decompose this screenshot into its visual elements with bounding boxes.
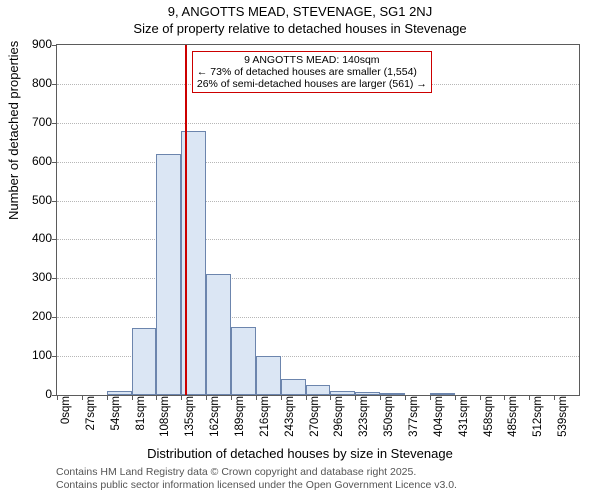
x-tick-label: 27sqm	[85, 396, 97, 442]
x-tick-mark	[405, 395, 406, 400]
x-tick-mark	[281, 395, 282, 400]
x-tick-label: 270sqm	[309, 396, 321, 442]
x-tick-mark	[455, 395, 456, 400]
x-tick-mark	[57, 395, 58, 400]
histogram-bar	[156, 154, 181, 395]
y-tick-label: 0	[12, 387, 52, 401]
histogram-bar	[330, 391, 355, 395]
x-tick-mark	[231, 395, 232, 400]
y-tick-mark	[52, 239, 57, 240]
y-tick-mark	[52, 123, 57, 124]
x-tick-label: 54sqm	[110, 396, 122, 442]
histogram-bar	[206, 274, 231, 395]
x-tick-mark	[380, 395, 381, 400]
x-tick-mark	[256, 395, 257, 400]
x-tick-mark	[480, 395, 481, 400]
histogram-bar	[107, 391, 132, 395]
gridline	[57, 317, 579, 318]
histogram-chart: 9, ANGOTTS MEAD, STEVENAGE, SG1 2NJ Size…	[0, 0, 600, 500]
y-tick-label: 300	[12, 270, 52, 284]
chart-title-sub: Size of property relative to detached ho…	[0, 21, 600, 36]
y-tick-mark	[52, 84, 57, 85]
x-tick-mark	[306, 395, 307, 400]
histogram-bar	[281, 379, 306, 395]
histogram-bar	[430, 393, 455, 395]
annotation-line-1: 9 ANGOTTS MEAD: 140sqm	[197, 54, 427, 66]
y-tick-label: 400	[12, 231, 52, 245]
y-tick-mark	[52, 45, 57, 46]
y-tick-label: 700	[12, 115, 52, 129]
x-tick-mark	[107, 395, 108, 400]
y-tick-mark	[52, 162, 57, 163]
y-tick-label: 100	[12, 348, 52, 362]
attribution-line-1: Contains HM Land Registry data © Crown c…	[56, 466, 416, 478]
gridline	[57, 201, 579, 202]
x-tick-label: 539sqm	[557, 396, 569, 442]
x-tick-label: 81sqm	[135, 396, 147, 442]
y-tick-mark	[52, 278, 57, 279]
x-tick-label: 296sqm	[333, 396, 345, 442]
y-tick-label: 200	[12, 309, 52, 323]
x-tick-mark	[132, 395, 133, 400]
annotation-line-3: 26% of semi-detached houses are larger (…	[197, 78, 427, 90]
histogram-bar	[355, 392, 380, 395]
chart-title-main: 9, ANGOTTS MEAD, STEVENAGE, SG1 2NJ	[0, 4, 600, 19]
x-tick-label: 404sqm	[433, 396, 445, 442]
x-tick-mark	[529, 395, 530, 400]
x-tick-label: 512sqm	[532, 396, 544, 442]
y-tick-label: 600	[12, 154, 52, 168]
x-tick-mark	[554, 395, 555, 400]
histogram-bar	[380, 393, 405, 395]
histogram-bar	[132, 328, 157, 395]
x-tick-mark	[355, 395, 356, 400]
x-tick-mark	[181, 395, 182, 400]
x-tick-label: 216sqm	[259, 396, 271, 442]
x-tick-label: 243sqm	[284, 396, 296, 442]
annotation-box: 9 ANGOTTS MEAD: 140sqm← 73% of detached …	[192, 51, 432, 93]
x-tick-label: 189sqm	[234, 396, 246, 442]
y-tick-mark	[52, 201, 57, 202]
x-tick-label: 350sqm	[383, 396, 395, 442]
histogram-bar	[256, 356, 281, 395]
gridline	[57, 239, 579, 240]
gridline	[57, 162, 579, 163]
gridline	[57, 123, 579, 124]
x-tick-label: 485sqm	[507, 396, 519, 442]
y-tick-label: 800	[12, 76, 52, 90]
x-axis-label: Distribution of detached houses by size …	[0, 446, 600, 461]
x-tick-mark	[504, 395, 505, 400]
x-tick-label: 0sqm	[60, 396, 72, 442]
marker-line	[185, 45, 187, 395]
x-tick-mark	[330, 395, 331, 400]
y-tick-label: 500	[12, 193, 52, 207]
annotation-line-2: ← 73% of detached houses are smaller (1,…	[197, 66, 427, 78]
x-tick-mark	[206, 395, 207, 400]
y-tick-label: 900	[12, 37, 52, 51]
gridline	[57, 278, 579, 279]
x-tick-label: 323sqm	[358, 396, 370, 442]
x-tick-label: 431sqm	[458, 396, 470, 442]
x-tick-label: 377sqm	[408, 396, 420, 442]
plot-area: 9 ANGOTTS MEAD: 140sqm← 73% of detached …	[56, 44, 580, 396]
x-tick-label: 135sqm	[184, 396, 196, 442]
y-tick-mark	[52, 317, 57, 318]
x-tick-mark	[82, 395, 83, 400]
x-tick-mark	[156, 395, 157, 400]
attribution-line-2: Contains public sector information licen…	[56, 479, 457, 491]
x-tick-label: 458sqm	[483, 396, 495, 442]
histogram-bar	[306, 385, 331, 395]
y-tick-mark	[52, 356, 57, 357]
x-tick-label: 108sqm	[159, 396, 171, 442]
x-tick-label: 162sqm	[209, 396, 221, 442]
histogram-bar	[231, 327, 256, 395]
x-tick-mark	[430, 395, 431, 400]
